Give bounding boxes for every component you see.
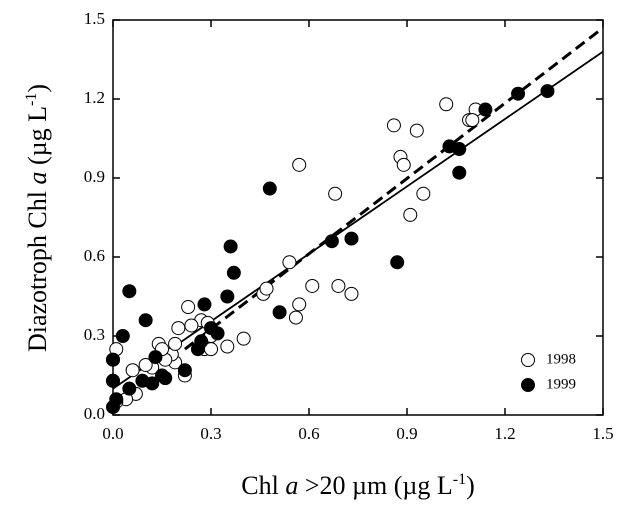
- point: [106, 352, 120, 367]
- y-label-part: ): [23, 84, 52, 93]
- point: [171, 321, 186, 336]
- y-label-part: (µg L: [23, 106, 52, 172]
- point: [236, 331, 251, 346]
- y-tick-label: 0.9: [84, 167, 105, 186]
- point: [465, 113, 480, 128]
- point: [158, 371, 173, 386]
- x-label-part: Chl: [241, 471, 285, 500]
- point: [262, 181, 277, 196]
- point: [259, 281, 274, 296]
- point: [331, 278, 346, 293]
- point: [177, 363, 192, 378]
- point: [396, 157, 411, 172]
- point: [168, 336, 183, 351]
- legend-marker: [521, 353, 535, 367]
- x-axis-label: Chl a >20 µm (µg L-1): [241, 471, 474, 500]
- point: [511, 86, 526, 101]
- point: [292, 157, 307, 172]
- x-tick-label: 0.6: [298, 424, 319, 443]
- point: [305, 278, 320, 293]
- x-label-part: >20 µm (µg L: [298, 471, 452, 500]
- point: [135, 373, 150, 388]
- point: [324, 234, 339, 249]
- point: [115, 329, 130, 343]
- y-tick-label: 0.0: [84, 404, 105, 423]
- point: [122, 284, 137, 299]
- point: [197, 297, 212, 312]
- point: [288, 310, 303, 325]
- x-tick-label: 1.2: [494, 424, 515, 443]
- point: [328, 186, 343, 201]
- point: [138, 313, 153, 328]
- point: [223, 239, 238, 254]
- point: [122, 381, 137, 396]
- point: [210, 326, 225, 341]
- point: [272, 305, 287, 320]
- point: [220, 289, 235, 304]
- y-tick-label: 1.5: [84, 9, 105, 28]
- point: [106, 373, 120, 388]
- point: [184, 318, 199, 333]
- x-tick-label: 0.9: [396, 424, 417, 443]
- point: [220, 339, 235, 354]
- regression-line: [112, 50, 604, 390]
- point: [292, 297, 307, 312]
- point: [386, 118, 401, 133]
- point: [125, 363, 140, 378]
- point: [181, 300, 196, 315]
- y-tick-label: 0.6: [84, 246, 105, 265]
- legend-label: 1998: [546, 351, 576, 367]
- point: [439, 97, 454, 112]
- point: [452, 165, 467, 180]
- point: [478, 102, 493, 117]
- y-label-part: a: [23, 172, 52, 185]
- point: [344, 231, 359, 246]
- y-axis-label: Diazotroph Chl a (µg L-1): [23, 84, 52, 352]
- x-label-part: a: [285, 471, 298, 500]
- point: [226, 265, 241, 280]
- y-tick-label: 0.3: [84, 325, 105, 344]
- point: [138, 357, 153, 372]
- point: [409, 123, 424, 138]
- point: [540, 84, 555, 99]
- point: [452, 142, 467, 157]
- regression-line: [183, 26, 604, 351]
- point: [403, 207, 418, 222]
- point: [390, 255, 405, 270]
- point: [282, 255, 297, 270]
- x-label-part: ): [466, 471, 475, 500]
- plot-frame: [112, 19, 604, 416]
- point: [344, 286, 359, 301]
- point: [190, 342, 205, 357]
- legend-label: 1999: [546, 376, 576, 392]
- y-label-part: -1: [23, 93, 40, 106]
- y-label-part: Diazotroph Chl: [23, 185, 52, 353]
- point: [416, 186, 431, 201]
- y-tick-label: 1.2: [84, 88, 105, 107]
- point: [148, 350, 163, 365]
- x-tick-label: 0.3: [200, 424, 221, 443]
- legend-marker: [521, 378, 535, 392]
- x-label-part: -1: [453, 471, 466, 488]
- x-tick-label: 1.5: [592, 424, 613, 443]
- point: [106, 400, 120, 415]
- x-tick-label: 0.0: [102, 424, 123, 443]
